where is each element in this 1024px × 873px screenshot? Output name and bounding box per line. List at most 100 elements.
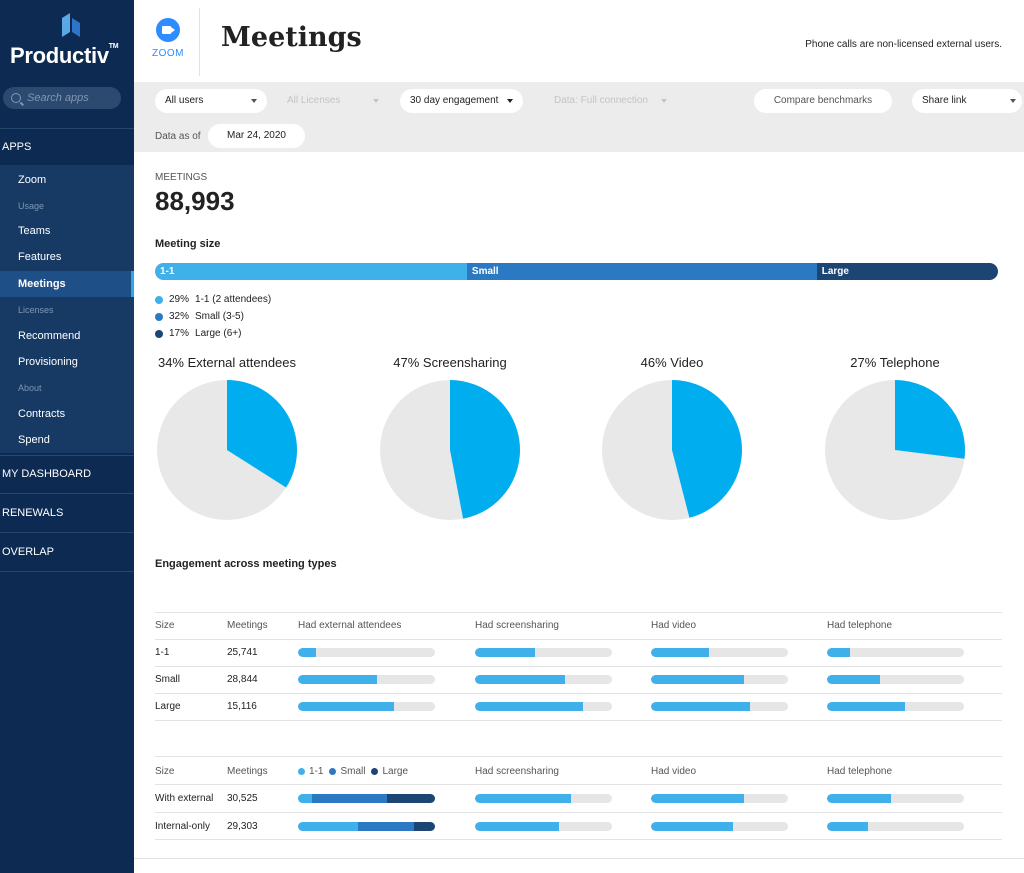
bar-fill [827,794,892,803]
sidebar-item-provisioning[interactable]: Provisioning [18,356,78,368]
bar-fill [475,702,584,711]
nav-section-apps[interactable]: APPS [2,141,32,153]
column-header: Had screensharing [475,620,559,631]
pie-title: 47% Screensharing [393,355,507,370]
users-filter-label: All users [165,95,204,106]
productiv-logo[interactable]: ProductivTM [10,12,130,72]
legend-dot-icon [155,295,163,304]
nav-group-licenses: Licenses [18,305,54,315]
productiv-logo-icon [62,13,80,37]
bar-fill [651,794,745,803]
search-icon [11,93,21,103]
search-box[interactable] [3,87,121,109]
nav-section-overlap[interactable]: OVERLAP [2,546,54,558]
bar-fill [651,702,750,711]
bar-fill [827,702,906,711]
pie-title: 34% External attendees [157,355,297,370]
legend-label: Small [340,766,366,777]
row-size: Large [155,701,181,712]
engagement-bar [475,702,612,711]
engagement-bar [475,675,612,684]
header-divider [199,8,200,76]
size-legend-item: 17% Large (6+) [155,328,241,339]
licenses-filter-dropdown[interactable]: All Licenses [277,89,389,113]
table-divider [155,839,1002,840]
legend-dot-icon [155,312,163,321]
pie-chart [157,380,297,520]
engagement-bar [651,648,788,657]
footer-divider [134,858,1024,859]
search-input[interactable] [27,92,115,104]
pie-title: 46% Video [640,355,704,370]
compare-benchmarks-button[interactable]: Compare benchmarks [754,89,892,113]
sidebar-item-features[interactable]: Features [18,251,62,263]
column-header: Had external attendees [298,620,402,631]
row-meetings: 25,741 [227,647,258,658]
app-badge[interactable]: ZOOM [148,18,188,59]
chevron-down-icon [507,99,513,103]
engagement-title: Engagement across meeting types [155,558,337,570]
engagement-filter-dropdown[interactable]: 30 day engagement [400,89,523,113]
legend-dot-icon [329,768,337,775]
row-size: With external [155,793,214,804]
row-meetings: 30,525 [227,793,258,804]
row-meetings: 15,116 [227,701,257,712]
size-segment-small[interactable]: Small [466,263,817,280]
data-filter-dropdown[interactable]: Data: Full connection [544,89,675,113]
engagement-bar [827,648,964,657]
row-size: Small [155,674,181,685]
size-segment-large[interactable]: Large [816,263,998,280]
sidebar-item-teams[interactable]: Teams [18,225,51,237]
legend-label: Small (3-5) [195,311,244,322]
nav-group-usage: Usage [18,201,45,211]
column-header: Had video [651,766,697,777]
engagement-bar [651,675,788,684]
legend-label: Large [382,766,409,777]
pie-value-slice [227,380,297,488]
engagement-bar [651,822,788,831]
sidebar-item-spend[interactable]: Spend [18,434,50,446]
sidebar-item-contracts[interactable]: Contracts [18,408,66,420]
data-as-of-label: Data as of [155,131,201,142]
meetings-label: MEETINGS [155,172,208,183]
legend-dot-icon [155,329,163,338]
bar-fill [475,675,566,684]
engagement-bar [651,702,788,711]
meetings-count: 88,993 [155,186,235,216]
size-mix-stacked-bar [298,822,435,831]
table-divider [155,612,1002,613]
engagement-bar [298,675,435,684]
sidebar-item-meetings[interactable]: Meetings [0,271,134,297]
apps-submenu [0,165,134,453]
size-legend-item: 32% Small (3-5) [155,311,244,322]
nav-section-my-dashboard[interactable]: MY DASHBOARD [2,468,92,480]
legend-dot-icon [298,768,305,775]
bar-fill [475,822,559,831]
legend-percent: 32% [169,311,190,322]
date-picker[interactable]: Mar 24, 2020 [208,124,305,148]
nav-section-renewals[interactable]: RENEWALS [2,507,64,519]
sidebar-item-recommend[interactable]: Recommend [18,330,81,342]
bar-fill [475,794,571,803]
column-header: Meetings [227,766,268,777]
stack-segment [311,794,388,803]
bar-fill [651,648,709,657]
pie-chart [380,380,521,520]
chevron-down-icon [1010,99,1016,103]
table-divider [155,666,1002,667]
data-filter-label: Data: Full connection [554,95,648,106]
brand-name: ProductivTM [10,43,119,68]
bar-fill [298,675,378,684]
size-legend-item: 29% 1-1 (2 attendees) [155,294,271,305]
pie-chart [602,380,742,520]
bar-fill [475,648,536,657]
nav-group-about: About [18,383,42,393]
column-header: Had screensharing [475,766,559,777]
engagement-bar [651,794,788,803]
size-segment-1-1[interactable]: 1-1 [155,263,467,280]
engagement-bar [827,675,964,684]
users-filter-dropdown[interactable]: All users [155,89,267,113]
sidebar-item-zoom[interactable]: Zoom [18,174,47,186]
column-header: Had video [651,620,697,631]
share-link-dropdown[interactable]: Share link [912,89,1022,113]
